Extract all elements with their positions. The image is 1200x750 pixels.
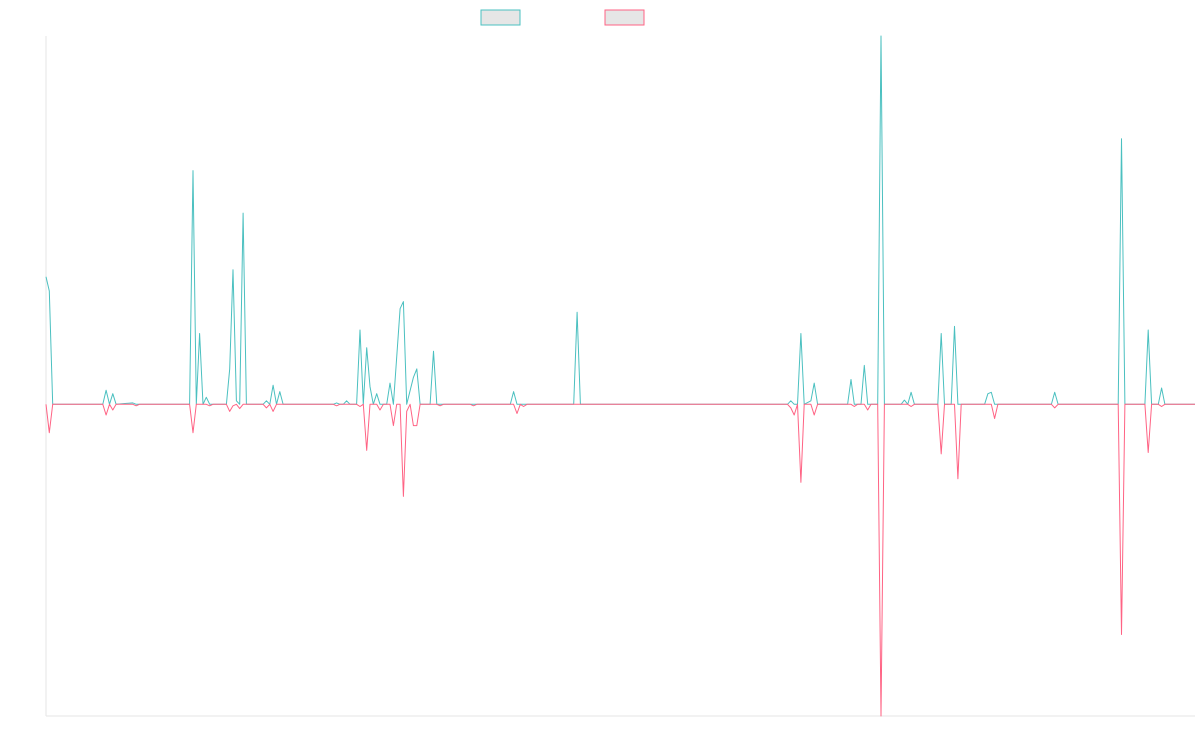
series-layer: [45, 35, 1195, 717]
legend[interactable]: [480, 9, 645, 26]
legend-swatch-2[interactable]: [604, 9, 645, 26]
series-line-2: [45, 403, 1195, 717]
legend-swatch-1[interactable]: [480, 9, 521, 26]
series-line-1: [45, 35, 1195, 405]
